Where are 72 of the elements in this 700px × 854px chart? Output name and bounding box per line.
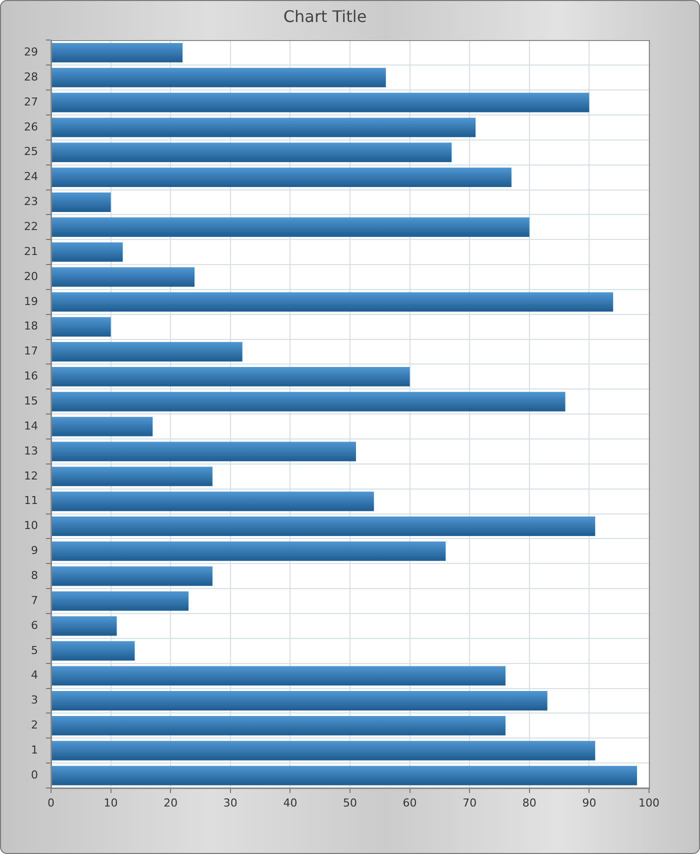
- bar: [52, 292, 614, 312]
- y-tick-label: 0: [31, 768, 38, 782]
- y-tick-label: 25: [24, 145, 38, 158]
- bar: [52, 766, 638, 786]
- x-tick-label: 30: [223, 796, 238, 810]
- bar: [52, 342, 242, 362]
- y-tick-label: 21: [24, 244, 38, 258]
- y-tick-label: 26: [24, 120, 38, 134]
- bar: [52, 666, 506, 686]
- x-tick-label: 0: [48, 796, 54, 810]
- y-tick-label: 10: [24, 519, 38, 532]
- y-tick-label: 19: [24, 294, 38, 308]
- bar: [52, 168, 512, 188]
- y-tick-label: 24: [24, 170, 38, 184]
- y-tick-label: 3: [31, 694, 38, 707]
- bar: [52, 366, 410, 386]
- y-tick-label: 20: [24, 270, 38, 283]
- bar: [52, 217, 530, 237]
- y-tick-label: 8: [31, 568, 38, 582]
- y-tick-label: 5: [31, 644, 38, 657]
- x-tick-label: 40: [283, 796, 298, 810]
- x-tick-label: 20: [164, 796, 178, 810]
- bar: [52, 392, 566, 412]
- y-tick-label: 29: [24, 46, 38, 59]
- bar: [52, 492, 374, 512]
- bar: [52, 740, 596, 760]
- x-tick-label: 50: [343, 796, 357, 810]
- y-tick-label: 1: [31, 743, 38, 756]
- y-tick-label: 7: [31, 594, 38, 607]
- y-tick-label: 4: [31, 668, 38, 682]
- chart-title: Chart Title: [283, 6, 367, 26]
- bar: [52, 317, 111, 337]
- x-tick-label: 60: [402, 796, 417, 810]
- bar: [52, 566, 212, 586]
- bar: [52, 92, 590, 112]
- x-tick-label: 10: [104, 796, 118, 810]
- y-tick-label: 9: [31, 544, 38, 558]
- x-tick-label: 100: [638, 796, 660, 810]
- y-tick-label: 28: [24, 70, 38, 84]
- bar: [52, 691, 548, 710]
- x-tick-label: 70: [462, 796, 477, 810]
- y-tick-label: 23: [24, 195, 38, 208]
- bar: [52, 267, 195, 287]
- y-tick-label: 11: [24, 494, 38, 508]
- bar: [52, 416, 153, 436]
- bar: [52, 541, 446, 561]
- bar: [52, 142, 452, 162]
- bar: [52, 591, 189, 611]
- bar: [52, 118, 476, 138]
- y-tick-label: 18: [24, 320, 38, 333]
- bar: [52, 68, 386, 88]
- y-tick-label: 27: [24, 95, 38, 108]
- bar: [52, 442, 356, 462]
- y-tick-label: 12: [24, 469, 38, 482]
- bar: [52, 716, 506, 736]
- bar: [52, 242, 123, 262]
- y-tick-label: 13: [24, 444, 38, 458]
- bar: [52, 641, 135, 661]
- y-tick-label: 2: [31, 718, 38, 732]
- y-tick-label: 16: [24, 370, 38, 383]
- bar: [52, 42, 183, 62]
- x-tick-label: 80: [522, 796, 536, 810]
- y-tick-label: 6: [31, 618, 38, 632]
- bar: [52, 616, 117, 636]
- y-tick-label: 14: [24, 419, 38, 432]
- y-tick-label: 15: [24, 394, 38, 408]
- bar: [52, 516, 596, 536]
- bar: [52, 192, 111, 212]
- y-tick-label: 17: [24, 344, 38, 358]
- bar: [52, 466, 212, 486]
- y-tick-label: 22: [24, 220, 38, 234]
- x-tick-label: 90: [582, 796, 596, 810]
